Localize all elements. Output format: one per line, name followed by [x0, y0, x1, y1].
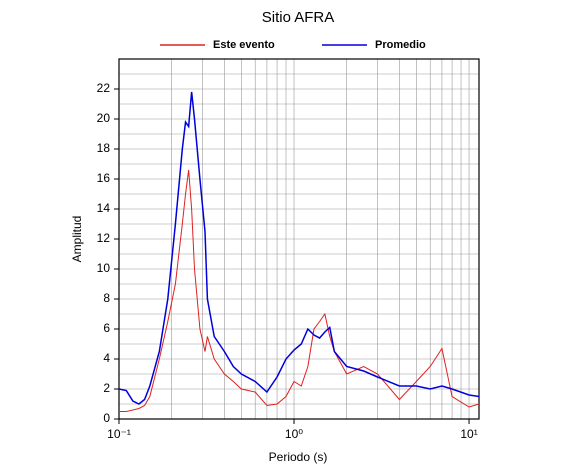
legend-label: Este evento [213, 39, 275, 51]
x-tick-label: 10⁻¹ [107, 427, 131, 441]
plot-frame [118, 58, 480, 420]
y-tick-label: 2 [103, 381, 110, 395]
y-tick-label: 8 [103, 291, 110, 305]
x-axis-label: Periodo (s) [269, 450, 328, 464]
chart-title: Sitio AFRA [262, 9, 335, 26]
y-tick-label: 20 [97, 111, 111, 125]
legend-label: Promedio [375, 39, 426, 51]
y-tick-label: 0 [103, 411, 110, 425]
series-line [119, 169, 480, 412]
y-tick-label: 10 [97, 261, 111, 275]
x-tick-label: 10⁰ [285, 427, 303, 441]
y-tick-label: 14 [97, 201, 111, 215]
series-line [118, 91, 480, 405]
y-tick-label: 16 [97, 171, 111, 185]
y-tick-label: 22 [97, 81, 111, 95]
y-tick-label: 4 [103, 351, 110, 365]
x-tick-label: 10¹ [460, 427, 477, 441]
y-tick-label: 6 [103, 321, 110, 335]
y-axis-label: Amplitud [70, 216, 84, 263]
y-tick-label: 18 [97, 141, 111, 155]
y-tick-label: 12 [97, 231, 111, 245]
